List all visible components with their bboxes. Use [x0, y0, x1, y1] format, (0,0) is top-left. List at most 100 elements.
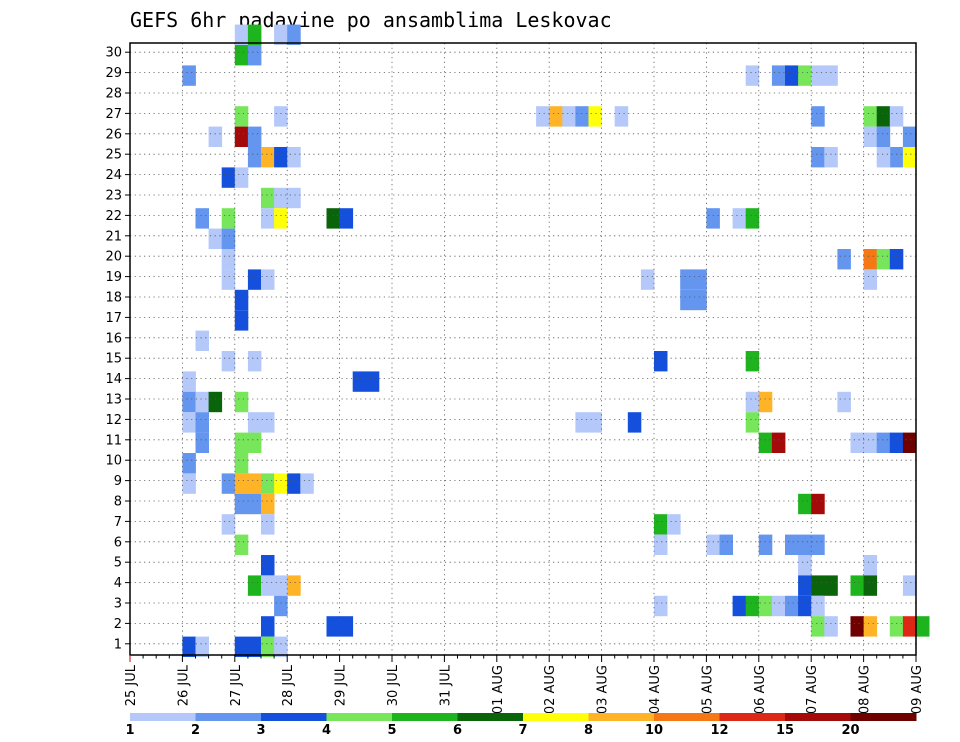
heatmap-cell: [863, 616, 878, 637]
heatmap-cell: [234, 534, 249, 555]
heatmap-cell: [863, 432, 878, 453]
heatmap-cell: [261, 208, 275, 229]
heatmap-cell: [352, 371, 367, 392]
y-tick-label: 14: [105, 372, 122, 387]
heatmap-cell: [234, 453, 249, 474]
heatmap-cell: [811, 65, 825, 86]
heatmap-cell: [588, 106, 602, 127]
y-tick-label: 19: [105, 270, 122, 285]
heatmap-cell: [758, 534, 773, 555]
heatmap-cell: [247, 45, 262, 66]
heatmap-cell: [837, 391, 851, 413]
heatmap-cell: [863, 126, 878, 147]
heatmap-cell: [811, 106, 825, 127]
x-tick-label: 03 AUG: [596, 665, 611, 714]
heatmap-cell: [902, 126, 917, 147]
heatmap-cell: [732, 595, 747, 617]
heatmap-cell: [549, 106, 563, 127]
heatmap-cell: [234, 432, 249, 453]
heatmap-cell: [287, 24, 301, 45]
heatmap-cell: [274, 636, 288, 657]
x-tick-label: 02 AUG: [543, 665, 558, 714]
x-tick-label: 26 JUL: [176, 664, 191, 706]
heatmap-cell: [247, 24, 262, 45]
heatmap-cell: [876, 106, 891, 127]
colorbar: 1 2 3 4 5 6 7 8 10 12 15 20: [125, 713, 917, 738]
heatmap-cell: [575, 106, 589, 127]
heatmap-cell: [261, 616, 275, 637]
heatmap-cell: [902, 575, 917, 596]
y-tick-label: 6: [114, 535, 122, 550]
x-tick-label: 06 AUG: [753, 665, 768, 714]
y-tick-label: 8: [114, 495, 122, 510]
heatmap-cell: [785, 65, 799, 86]
heatmap-cell: [247, 575, 262, 596]
heatmap-cell: [654, 595, 668, 617]
x-tick-label: 25 JUL: [124, 664, 139, 706]
heatmap-cell: [300, 473, 314, 494]
heatmap-cell: [916, 616, 930, 637]
heatmap-cell: [902, 147, 917, 168]
y-tick-label: 27: [105, 107, 122, 122]
x-tick-label: 04 AUG: [648, 665, 663, 714]
colorbar-swatch: [588, 713, 655, 721]
heatmap-cell: [758, 595, 773, 617]
heatmap-cell: [876, 249, 891, 270]
y-tick-label: 10: [105, 454, 122, 469]
heatmap-cell: [758, 391, 773, 413]
colorbar-label: 1: [125, 723, 134, 738]
heatmap-cell: [182, 371, 196, 392]
x-tick-label: 29 JUL: [334, 664, 349, 706]
heatmap-cell: [889, 106, 904, 127]
heatmap-cell: [274, 473, 288, 494]
heatmap-cell: [824, 616, 838, 637]
heatmap-cell: [811, 147, 825, 168]
heatmap-cell: [261, 514, 275, 535]
y-tick-label: 20: [105, 250, 122, 265]
heatmap-cell: [261, 473, 275, 494]
heatmap-cell: [771, 595, 786, 617]
colorbar-swatch: [457, 713, 524, 721]
heatmap-cell: [221, 269, 236, 290]
heatmap-cell: [195, 432, 209, 453]
heatmap-cell: [195, 330, 209, 351]
colorbar-swatch: [326, 713, 393, 721]
heatmap-cell: [798, 575, 812, 596]
heatmap-cell: [182, 453, 196, 474]
heatmap-cell: [693, 289, 707, 311]
colorbar-swatch: [392, 713, 458, 721]
heatmap-cell: [719, 534, 733, 555]
heatmap-cell: [182, 412, 196, 433]
heatmap-cell: [850, 616, 864, 637]
heatmap-cell: [824, 575, 838, 596]
heatmap-cell: [876, 126, 891, 147]
y-tick-label: 29: [105, 66, 122, 81]
y-tick-label: 23: [105, 189, 122, 204]
heatmap-cell: [745, 595, 760, 617]
heatmap-cell: [195, 412, 209, 433]
heatmap-cell: [195, 208, 209, 229]
heatmap-cell: [811, 493, 825, 515]
heatmap-cell: [863, 575, 878, 596]
heatmap-cell: [234, 473, 249, 494]
heatmap-cell: [876, 147, 891, 168]
heatmap-cell: [195, 391, 209, 413]
heatmap-cell: [261, 575, 275, 596]
heatmap-cell: [326, 208, 340, 229]
y-tick-label: 7: [114, 515, 122, 530]
heatmap-cell: [785, 595, 799, 617]
heatmap-cell: [771, 432, 786, 453]
heatmap-cell: [274, 208, 288, 229]
y-tick-label: 26: [105, 127, 122, 142]
heatmap-cell: [274, 24, 288, 45]
colorbar-swatch: [785, 713, 851, 721]
heatmap-cell: [732, 208, 747, 229]
heatmap-cell: [745, 351, 760, 372]
heatmap-cell: [902, 616, 917, 637]
heatmap-cell: [221, 167, 236, 188]
y-tick-label: 12: [105, 413, 122, 428]
heatmap-cell: [811, 616, 825, 637]
heatmap-cell: [261, 412, 275, 433]
heatmap-cell: [863, 269, 878, 290]
heatmap-cell: [745, 208, 760, 229]
